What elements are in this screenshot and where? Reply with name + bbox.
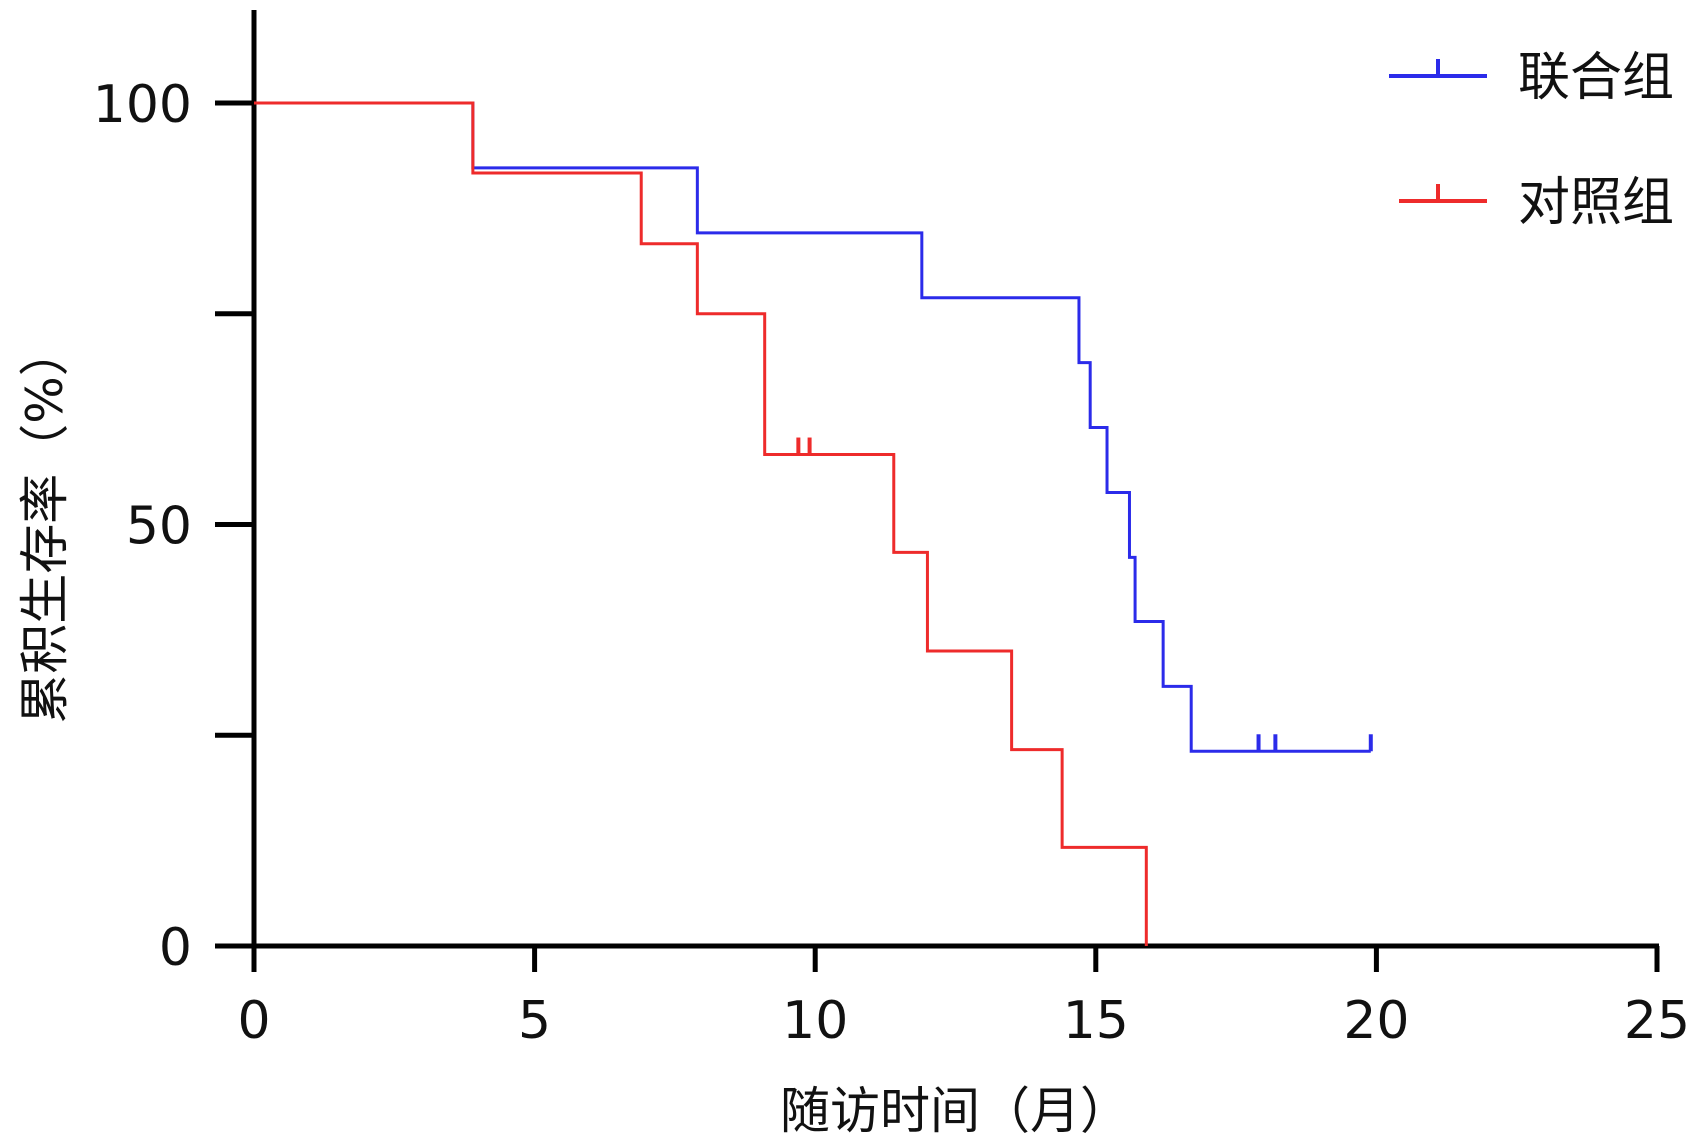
y-tick-label: 0 (159, 918, 192, 978)
y-tick-label: 50 (126, 497, 192, 557)
y-tick-label: 100 (93, 75, 192, 135)
y-ticks: 0 50 100 (93, 75, 254, 978)
x-ticks: 0 5 10 15 20 25 (237, 946, 1690, 1051)
x-tick-label: 0 (237, 991, 270, 1051)
legend-label-combined: 联合组 (1518, 48, 1674, 108)
series-line-1 (254, 101, 1148, 946)
legend-label-control: 对照组 (1518, 173, 1674, 233)
y-axis-title: 累积生存率（%） (16, 326, 74, 724)
x-tick-label: 20 (1343, 991, 1409, 1051)
axes (215, 10, 1659, 949)
x-tick-label: 25 (1624, 991, 1690, 1051)
series-layer (254, 101, 1373, 946)
x-tick-label: 15 (1063, 991, 1129, 1051)
x-axis-title: 随访时间（月） (780, 1082, 1130, 1140)
x-tick-label: 10 (782, 991, 848, 1051)
legend-entry-combined: 联合组 (1389, 48, 1674, 108)
legend-entry-control: 对照组 (1399, 173, 1674, 233)
legend: 联合组 对照组 (1389, 48, 1674, 233)
x-tick-label: 5 (518, 991, 551, 1051)
series-line-0 (254, 101, 1371, 753)
